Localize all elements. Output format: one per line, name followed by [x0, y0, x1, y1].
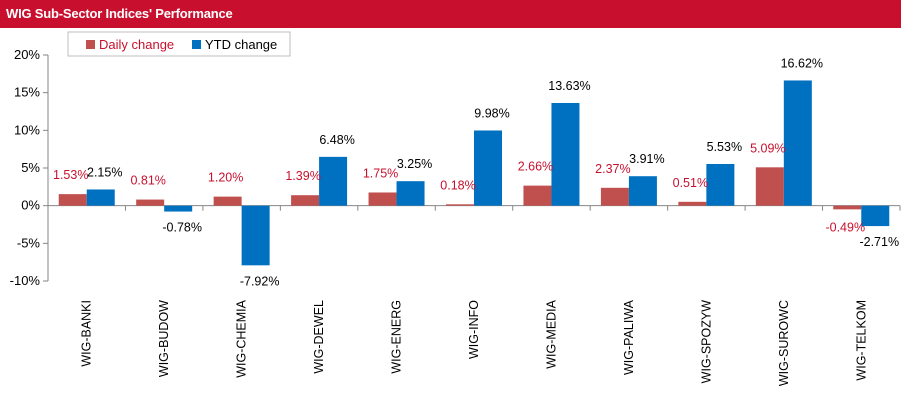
data-label-daily: 0.51%	[673, 176, 708, 190]
y-tick-label: 20%	[14, 47, 40, 62]
bar-daily-change	[136, 199, 165, 206]
bar-ytd-change	[86, 189, 115, 206]
data-label-ytd: 13.63%	[548, 79, 590, 93]
data-label-ytd: 3.91%	[629, 152, 664, 166]
category-label: WIG-BANKI	[80, 300, 94, 367]
data-label-daily: 1.53%	[53, 168, 88, 182]
bar-ytd-change	[783, 80, 812, 206]
bar-ytd-change	[861, 205, 890, 227]
bar-ytd-change	[241, 205, 270, 266]
y-tick-label: -5%	[17, 235, 41, 250]
title-bar: WIG Sub-Sector Indices' Performance	[0, 0, 901, 28]
data-label-daily: 5.09%	[750, 141, 785, 155]
y-tick-label: 10%	[14, 122, 40, 137]
legend-swatch-ytd	[192, 40, 201, 49]
data-label-daily: 2.66%	[518, 160, 553, 174]
legend: Daily change YTD change	[67, 31, 291, 57]
bar-daily-change	[600, 187, 629, 206]
legend-label-daily: Daily change	[99, 37, 174, 52]
category-label: WIG-TELKOM	[854, 300, 868, 381]
category-label: WIG-BUDOW	[157, 300, 171, 377]
category-label: WIG-DEWEL	[312, 300, 326, 374]
category-label: WIG-ENERG	[390, 300, 404, 374]
bar-ytd-change	[164, 205, 193, 212]
y-tick-label: -10%	[10, 273, 41, 288]
bar-ytd-change	[319, 156, 348, 206]
data-label-ytd: -7.92%	[240, 274, 280, 288]
bar-daily-change	[368, 192, 397, 206]
bar-daily-change	[446, 204, 474, 206]
category-label: WIG-INFO	[467, 300, 481, 359]
bar-daily-change	[291, 195, 320, 206]
data-label-ytd: -0.78%	[162, 221, 202, 235]
data-label-daily: -0.49%	[825, 221, 865, 235]
bar-daily-change	[213, 196, 242, 206]
bar-ytd-change	[628, 176, 657, 206]
legend-swatch-daily	[86, 40, 95, 49]
data-label-ytd: 6.48%	[319, 133, 354, 147]
category-label: WIG-SPOZYW	[699, 300, 713, 384]
bar-ytd-change	[551, 102, 580, 206]
bar-daily-change	[755, 167, 784, 206]
y-tick-label: 15%	[14, 85, 40, 100]
data-label-daily: 2.37%	[595, 162, 630, 176]
data-label-daily: 1.75%	[363, 166, 398, 180]
bar-daily-change	[833, 205, 862, 210]
category-label: WIG-MEDIA	[544, 299, 558, 368]
data-label-ytd: 9.98%	[474, 106, 509, 120]
data-label-ytd: -2.71%	[859, 235, 899, 249]
y-tick-label: 5%	[21, 160, 40, 175]
data-label-daily: 0.81%	[130, 174, 165, 188]
bar-ytd-change	[474, 130, 502, 206]
data-label-ytd: 16.62%	[781, 56, 823, 70]
bar-daily-change	[523, 185, 552, 206]
chart-title: WIG Sub-Sector Indices' Performance	[6, 6, 233, 21]
data-label-daily: 1.20%	[208, 171, 243, 185]
data-label-daily: 1.39%	[285, 169, 320, 183]
bar-daily-change	[58, 194, 87, 206]
legend-box	[67, 31, 291, 57]
data-label-ytd: 2.15%	[87, 165, 122, 179]
category-label: WIG-CHEMIA	[235, 299, 249, 377]
bar-daily-change	[678, 201, 707, 206]
y-tick-label: 0%	[21, 198, 40, 213]
data-label-ytd: 5.53%	[707, 140, 742, 154]
bar-ytd-change	[706, 164, 735, 206]
data-label-ytd: 3.25%	[397, 157, 432, 171]
data-label-daily: 0.18%	[440, 178, 475, 192]
bar-ytd-change	[396, 181, 425, 206]
legend-label-ytd: YTD change	[205, 37, 277, 52]
category-label: WIG-SUROWC	[777, 300, 791, 386]
category-label: WIG-PALIWA	[622, 299, 636, 375]
